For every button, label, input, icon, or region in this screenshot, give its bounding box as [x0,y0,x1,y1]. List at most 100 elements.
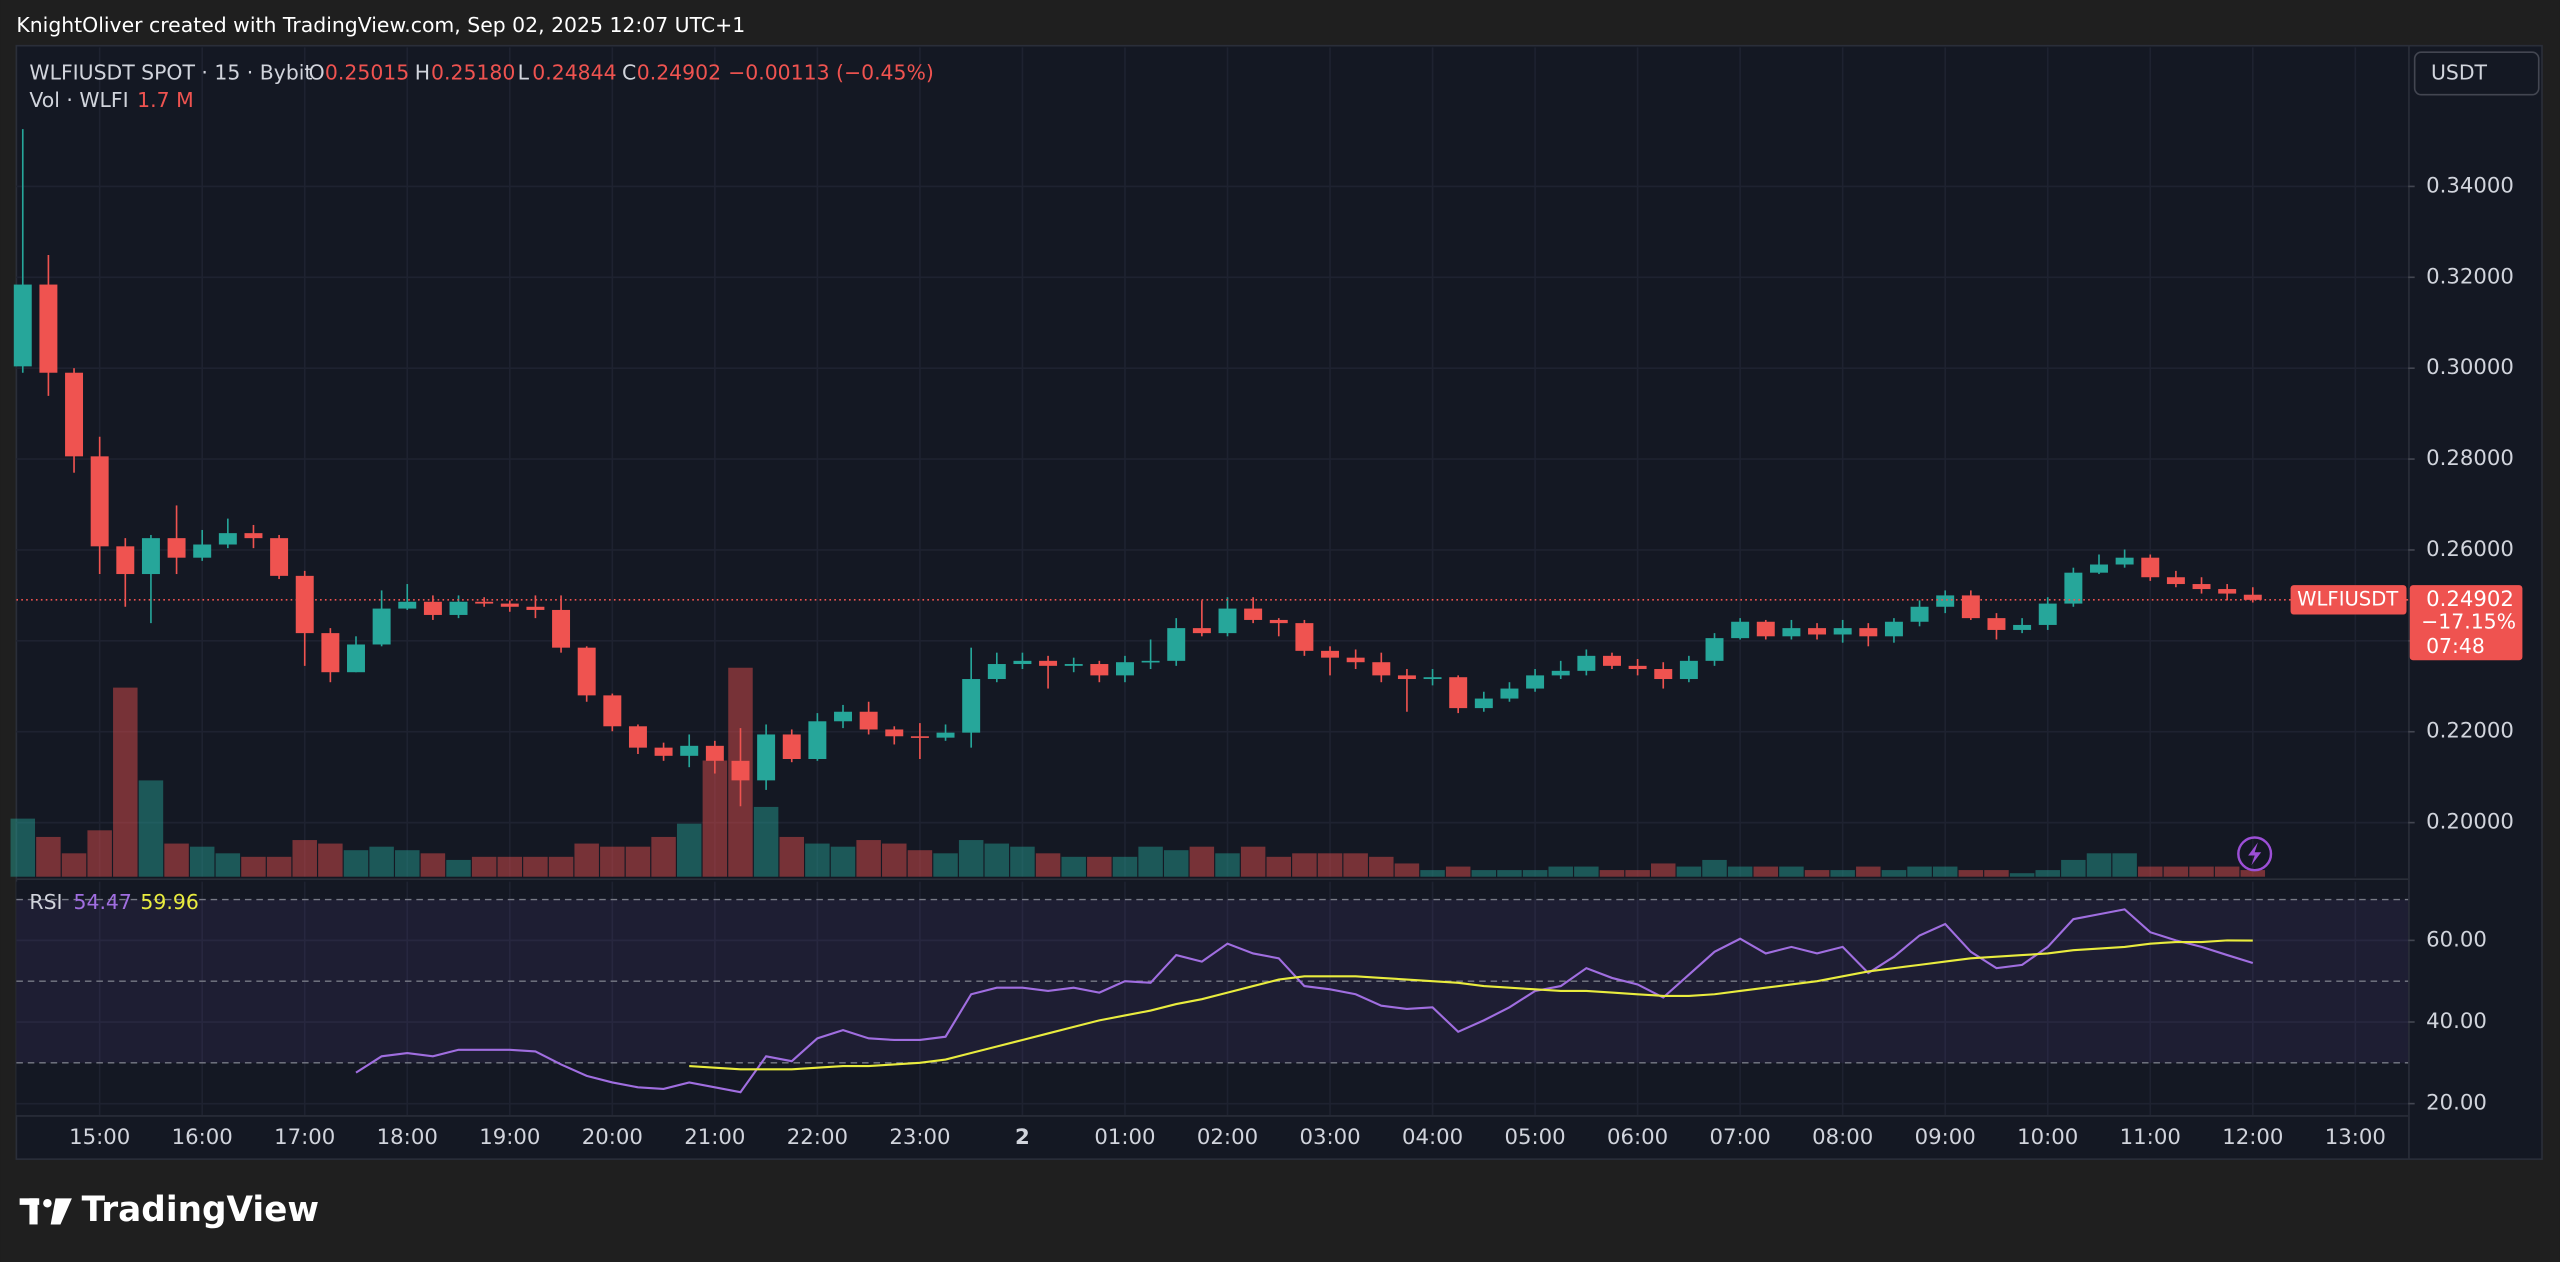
volume-bar [2240,870,2266,877]
volume-bar [2112,853,2137,877]
volume-bar [164,843,189,877]
candle-body [1269,619,1288,624]
volume-bar [2009,873,2035,877]
candle-body [910,736,929,738]
candle-body [2038,603,2057,625]
currency-button-box[interactable] [2413,51,2540,96]
candle-body [1936,595,1955,607]
volume-bar [1932,866,1958,877]
candle-body [628,726,647,748]
volume-bar [1471,870,1497,877]
x-tick-label: 13:00 [2325,1125,2386,1150]
candle-body [1295,623,1314,651]
y-tick-label: 0.34000 [2426,173,2514,198]
candle-body [1346,657,1365,663]
volume-bar [1548,866,1573,877]
candle-body [808,721,827,760]
volume-bar [369,846,394,877]
x-tick-label: 02:00 [1197,1125,1258,1150]
icon-bolt[interactable] [2248,842,2262,866]
candle-body [603,695,622,727]
volume-bar [471,856,497,877]
volume-bar [1087,856,1112,877]
price-tag-value: 0.24902 [2426,587,2514,612]
x-tick-label: 05:00 [1505,1125,1566,1150]
volume-bar [984,843,1010,877]
volume-bar [574,843,599,877]
volume-bar [702,760,728,877]
lightning-icon[interactable] [2237,836,2273,872]
volume-bar [446,859,471,877]
volume-bar [1727,866,1753,877]
candle-body [2192,584,2211,590]
candle-body [13,284,32,367]
brand-logo [19,1198,72,1225]
candle-body [1577,655,1596,671]
volume-bar [907,850,933,877]
volume-bar [1599,870,1625,877]
low-label: L [518,60,530,84]
x-tick-label: 18:00 [377,1125,438,1150]
x-tick-label: 19:00 [479,1125,540,1150]
volume-bar [1394,863,1420,877]
volume-bar [10,818,36,877]
icon-circle[interactable] [2237,836,2273,872]
volume-bar [1574,866,1599,877]
volume-bar [2035,870,2060,877]
volume-bar [1317,853,1343,877]
candle-body [1423,677,1442,680]
volume-bar [1035,853,1061,877]
volume-bar [625,846,651,877]
volume-bar [2214,866,2240,877]
y-tick-label: 0.30000 [2426,355,2514,380]
candle-body [1654,669,1673,680]
rsi-pane [16,881,2409,1116]
volume-bar [548,856,574,877]
candle-body [1859,628,1878,637]
open-label: O [309,60,325,84]
volume-bar [343,850,369,877]
candle-body [2064,572,2083,604]
candle-body [2218,589,2237,594]
y-tick-label: 60.00 [2426,927,2487,952]
candle-body [1628,665,1647,670]
candle-body [500,603,519,607]
rsi-ma-value: 59.96 [140,890,198,914]
candle-body [1064,664,1083,666]
y-tick-label: 0.22000 [2426,719,2514,744]
currency-button[interactable]: USDT [2413,51,2540,96]
candle-body [372,608,391,645]
logo-dot [43,1198,52,1208]
candle-body [680,745,699,756]
candle-body [116,546,135,575]
x-tick-label: 10:00 [2017,1125,2078,1150]
currency-label[interactable]: USDT [2431,60,2488,84]
x-tick-label: 07:00 [1710,1125,1771,1150]
y-tick-label: 0.26000 [2426,537,2514,562]
candle-body [1167,628,1186,661]
x-tick-label: 04:00 [1402,1125,1463,1150]
volume-bar [1240,846,1266,877]
volume-bar [36,836,61,877]
y-tick-label: 0.28000 [2426,446,2514,471]
candle-body [2243,594,2262,600]
candle-body [398,601,417,609]
logo-stem [29,1198,38,1225]
candle-body [1500,688,1519,699]
candle-body [1141,660,1160,663]
volume-bar [1804,870,1830,877]
candle-body [193,544,212,558]
candle-body [1244,608,1263,620]
candle-body [141,538,160,575]
volume-bar [600,846,625,877]
x-tick-label: 2 [1015,1125,1030,1150]
volume-title: Vol · WLFI [29,88,128,112]
volume-bar [779,836,804,877]
volume-bar [753,806,779,877]
high-value: 0.25180 [431,60,515,84]
volume-bar [1958,870,1984,877]
volume-bar [856,840,881,877]
volume-bar [318,843,343,877]
volume-bar [805,843,830,877]
candle-body [731,760,750,781]
